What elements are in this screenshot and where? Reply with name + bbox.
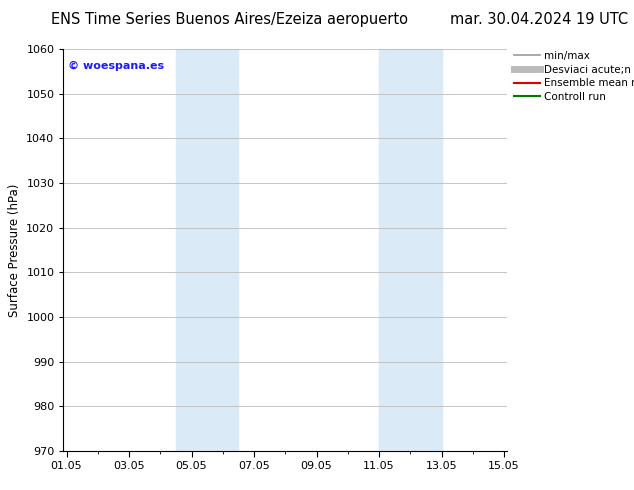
Bar <box>176 49 238 451</box>
Text: © woespana.es: © woespana.es <box>68 61 164 71</box>
Text: mar. 30.04.2024 19 UTC: mar. 30.04.2024 19 UTC <box>450 12 628 27</box>
Y-axis label: Surface Pressure (hPa): Surface Pressure (hPa) <box>8 183 21 317</box>
Text: ENS Time Series Buenos Aires/Ezeiza aeropuerto: ENS Time Series Buenos Aires/Ezeiza aero… <box>51 12 408 27</box>
Legend: min/max, Desviaci acute;n est  acute;ndar, Ensemble mean run, Controll run: min/max, Desviaci acute;n est acute;ndar… <box>512 49 634 104</box>
Bar <box>379 49 441 451</box>
